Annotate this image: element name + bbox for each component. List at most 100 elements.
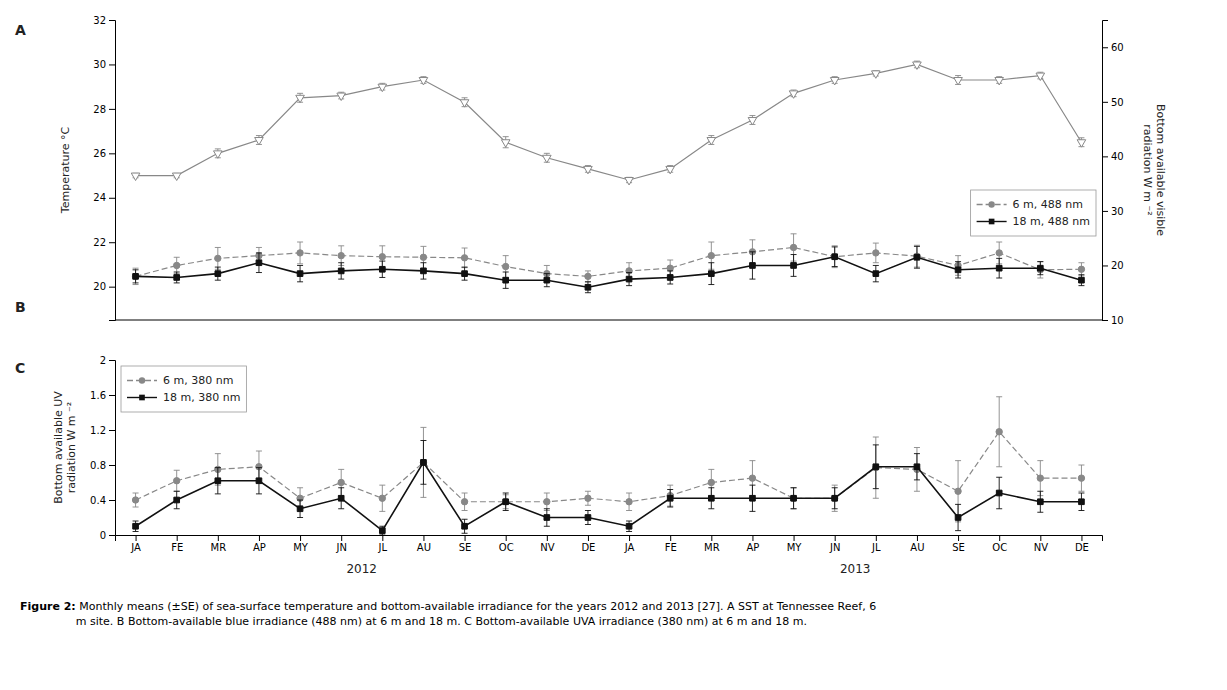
y-axis-title-line: Temperature °C <box>59 127 72 215</box>
x-axis-tick: OC <box>992 535 1007 553</box>
marker <box>914 253 920 259</box>
error-bar <box>462 519 468 533</box>
marker <box>501 140 510 147</box>
error-bar <box>626 273 632 286</box>
marker <box>338 479 344 485</box>
y2-axis-tick-mark <box>1102 320 1108 321</box>
marker <box>707 138 716 145</box>
marker <box>585 495 591 501</box>
legend-item: 6 m, 488 nm <box>977 198 1083 211</box>
marker <box>338 252 344 258</box>
x-axis-tick-label: DE <box>1075 542 1089 553</box>
y-axis-tick-mark <box>109 395 115 396</box>
marker <box>461 499 467 505</box>
y2-axis-tick: 40 <box>1102 151 1124 162</box>
marker <box>873 250 879 256</box>
error-bar <box>873 265 879 281</box>
panel: 20222426283032102030405060Temperature °C… <box>15 15 1167 326</box>
marker <box>955 515 961 521</box>
y-axis-tick-label: 20 <box>93 281 106 292</box>
error-bar <box>1037 491 1043 512</box>
x-axis-tick-label: DE <box>581 542 595 553</box>
x-axis-tick-mark <box>1081 535 1082 541</box>
marker <box>214 151 223 158</box>
error-bar <box>1078 465 1084 491</box>
y-axis-tick-label: 1.2 <box>90 425 106 436</box>
x-axis-tick: DE <box>1075 535 1089 553</box>
marker <box>379 266 385 272</box>
series <box>132 234 1084 285</box>
x-axis-tick-label: JN <box>335 542 346 553</box>
x-axis-tick: FE <box>665 535 677 553</box>
y-axis-tick: 32 <box>93 15 115 26</box>
x-axis-tick-label: MR <box>704 542 720 553</box>
error-bar <box>832 246 838 268</box>
marker <box>914 464 920 470</box>
marker <box>626 523 632 529</box>
x-axis-tick-mark <box>136 535 137 541</box>
marker <box>996 490 1002 496</box>
x-axis-tick: DE <box>581 535 595 553</box>
x-axis-tick: AP <box>747 535 760 553</box>
marker <box>750 263 756 269</box>
marker <box>789 91 798 98</box>
error-bar <box>338 263 344 279</box>
marker <box>873 464 879 470</box>
marker <box>667 265 673 271</box>
y2-axis-tick-label: 50 <box>1111 97 1124 108</box>
y2-axis-line <box>1103 21 1109 321</box>
marker <box>173 478 179 484</box>
error-bar <box>215 468 221 494</box>
marker <box>625 178 634 185</box>
x-axis-tick-label: OC <box>992 542 1007 553</box>
error-bar <box>585 271 591 282</box>
legend-label: 6 m, 488 nm <box>1013 198 1083 211</box>
y2-axis-title-line: radiation W m ⁻² <box>1141 124 1154 215</box>
marker <box>544 277 550 283</box>
y-axis-tick-label: 24 <box>93 192 106 203</box>
marker <box>995 78 1004 85</box>
year-label: 2013 <box>840 562 871 576</box>
marker <box>1037 265 1043 271</box>
marker <box>132 273 138 279</box>
error-bar <box>297 242 303 264</box>
y2-axis-tick: 60 <box>1102 42 1124 53</box>
error-bar <box>174 470 180 491</box>
marker <box>1078 475 1084 481</box>
x-axis-tick: SE <box>952 535 965 553</box>
x-axis-tick: JL <box>378 535 388 553</box>
marker <box>338 268 344 274</box>
x-axis-tick: AP <box>253 535 266 553</box>
marker <box>543 155 552 162</box>
y-axis-tick: 1.6 <box>90 390 115 401</box>
legend-marker <box>988 201 994 207</box>
marker <box>996 265 1002 271</box>
x-axis-tick-mark <box>506 535 507 541</box>
x-axis-tick: AU <box>910 535 924 553</box>
marker <box>379 528 385 534</box>
error-bar <box>215 267 221 280</box>
y-axis-tick-label: 28 <box>93 104 106 115</box>
y-axis-tick: 20 <box>93 281 115 292</box>
x-axis-tick-mark <box>999 535 1000 541</box>
y-axis-tick-mark <box>109 287 115 288</box>
error-bar <box>749 485 755 511</box>
x-axis-tick-mark <box>547 535 548 541</box>
marker <box>133 274 139 280</box>
legend: 6 m, 488 nm18 m, 488 nm <box>971 190 1096 236</box>
y-axis-tick-mark <box>109 430 115 431</box>
x-axis-tick-label: NV <box>540 542 554 553</box>
x-axis-line <box>115 320 1102 321</box>
y-axis-tick-mark <box>109 465 115 466</box>
y2-axis-tick: 30 <box>1102 206 1124 217</box>
x-axis-tick-label: FE <box>665 542 677 553</box>
x-axis-tick-label: SE <box>952 542 965 553</box>
y-axis-title-line: radiation W m ⁻² <box>65 402 78 493</box>
x-axis-tick-mark <box>670 535 671 541</box>
error-bar <box>708 488 714 509</box>
marker <box>708 495 714 501</box>
x-axis-tick-mark <box>259 535 260 541</box>
marker <box>872 71 881 78</box>
marker <box>830 78 839 85</box>
error-bar <box>503 272 509 288</box>
